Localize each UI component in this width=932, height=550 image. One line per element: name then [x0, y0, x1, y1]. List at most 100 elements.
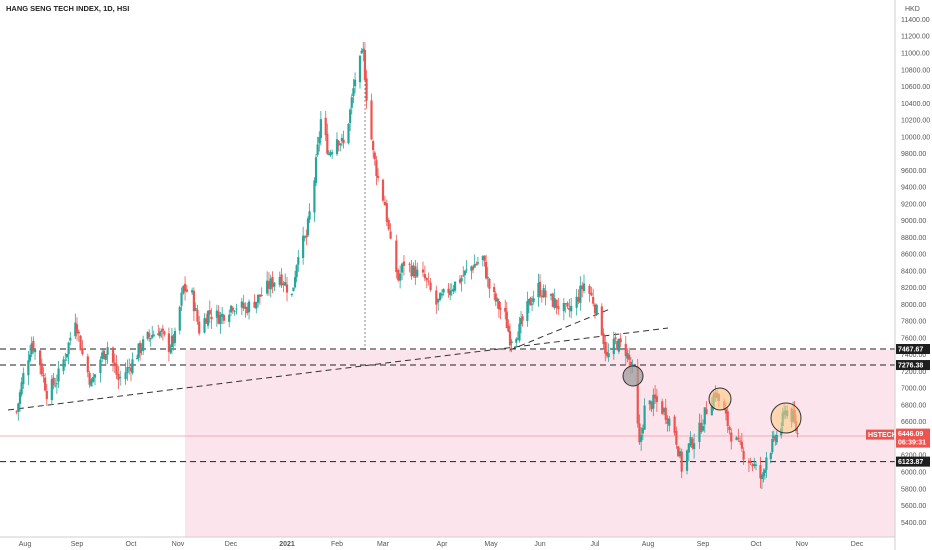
- candle-body: [629, 361, 633, 367]
- candle-body: [180, 292, 183, 306]
- candle-body: [231, 307, 234, 311]
- candle-body: [314, 157, 318, 183]
- candle-body: [64, 359, 67, 361]
- candle-body: [521, 316, 524, 321]
- candle-body: [754, 464, 758, 466]
- candle-body: [169, 347, 172, 353]
- candle-body: [703, 407, 706, 425]
- candle-body: [267, 281, 271, 289]
- candle-body: [680, 451, 683, 472]
- candle-body: [17, 403, 20, 412]
- candle-body: [205, 318, 208, 324]
- candle-body: [759, 465, 762, 479]
- candle-body: [677, 446, 680, 457]
- candle-body: [557, 305, 560, 310]
- candle-body: [273, 282, 276, 287]
- y-tick-label: 6200.00: [901, 453, 926, 460]
- candle-body: [570, 305, 573, 312]
- candle-body: [549, 294, 553, 296]
- candle-body: [582, 283, 586, 291]
- candle-body: [593, 304, 597, 314]
- candle-body: [280, 274, 283, 286]
- candle-body: [111, 347, 115, 363]
- candle-body: [337, 140, 340, 146]
- candle-body: [421, 269, 425, 273]
- y-tick-label: 11400.00: [901, 17, 930, 24]
- candle-body: [619, 338, 622, 343]
- candle-body: [458, 279, 462, 283]
- candle-body: [796, 433, 799, 435]
- candle-body: [217, 311, 220, 324]
- candle-body: [233, 310, 236, 312]
- candle-body: [339, 143, 342, 146]
- candle-body: [452, 288, 455, 292]
- candle-body: [99, 359, 102, 374]
- y-tick-label: 6000.00: [901, 470, 926, 477]
- candle-body: [600, 306, 603, 336]
- candle-body: [726, 411, 729, 426]
- candle-body: [387, 220, 390, 230]
- symbol-badge-label: HSTECH: [868, 432, 897, 439]
- candle-body: [102, 350, 106, 359]
- candle-body: [449, 290, 452, 296]
- candle-body: [475, 263, 478, 265]
- candle-body: [765, 457, 768, 470]
- price-axis[interactable]: 11400.00 11200.00 11000.00 10800.00 10600.00…: [901, 17, 930, 527]
- candle-body: [101, 352, 104, 359]
- candle-body: [389, 231, 392, 239]
- candle-body: [191, 290, 194, 293]
- x-tick-label: Dec: [851, 541, 864, 548]
- candle-body: [255, 301, 258, 309]
- candle-body: [40, 363, 43, 375]
- candle-body: [581, 285, 584, 290]
- currency-label: HKD: [905, 6, 920, 13]
- candle-body: [152, 334, 155, 337]
- candle-body: [350, 97, 353, 108]
- candle-body: [515, 338, 518, 343]
- candle-body: [529, 297, 532, 306]
- candle-body: [471, 267, 475, 270]
- candle-body: [15, 411, 18, 413]
- candle-body: [303, 236, 306, 239]
- candle-body: [27, 360, 30, 376]
- candle-body: [668, 418, 671, 426]
- candle-body: [675, 430, 678, 445]
- candle-body: [113, 362, 116, 367]
- candle-body: [483, 255, 486, 261]
- y-tick-label: 11200.00: [901, 34, 930, 41]
- candle-body: [363, 50, 367, 81]
- candles-group: [15, 42, 799, 489]
- candle-body: [246, 306, 249, 314]
- candle-body: [400, 263, 404, 273]
- candle-body: [470, 266, 473, 271]
- candle-body: [562, 303, 565, 312]
- candle-body: [163, 331, 166, 335]
- candle-body: [429, 282, 432, 290]
- y-tick-label: 10200.00: [901, 118, 930, 125]
- y-tick-label: 7200.00: [901, 369, 926, 376]
- candle-body: [115, 363, 118, 375]
- level-badge: [896, 344, 930, 355]
- candle-body: [769, 453, 772, 460]
- candle-body: [516, 338, 519, 340]
- candle-body: [305, 235, 308, 238]
- time-axis[interactable]: Aug Sep Oct Nov Dec 2021 Feb Mar Apr May Jun Jul Aug…: [19, 541, 864, 548]
- candle-body: [661, 401, 664, 414]
- candle-body: [402, 261, 406, 266]
- candle-body: [140, 349, 143, 352]
- candle-body: [151, 334, 154, 338]
- y-tick-label: 6800.00: [901, 403, 926, 410]
- candle-body: [641, 427, 644, 434]
- candle-body: [526, 301, 529, 321]
- candle-body: [124, 372, 127, 380]
- candle-body: [295, 265, 298, 278]
- candle-body: [437, 298, 440, 303]
- candle-body: [222, 315, 226, 321]
- candle-body: [278, 276, 281, 285]
- candle-body: [75, 324, 79, 334]
- candle-body: [564, 303, 567, 305]
- candle-body: [203, 318, 206, 333]
- candle-body: [158, 331, 161, 337]
- candle-body: [737, 438, 740, 440]
